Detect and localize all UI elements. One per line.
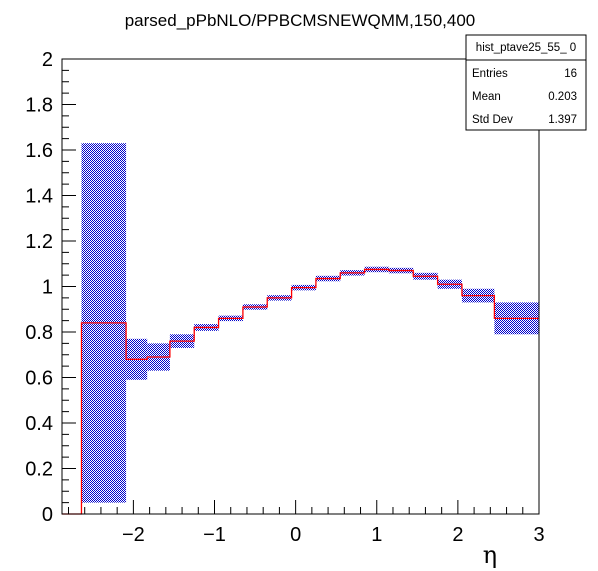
stats-box-frame bbox=[465, 34, 587, 131]
error-bands bbox=[81, 143, 539, 503]
y-tick-label: 1.2 bbox=[25, 231, 53, 253]
stats-entries-label: Entries bbox=[472, 68, 508, 80]
y-axis-tick-labels: 0 0.2 0.4 0.6 0.8 1 1.2 1.4 1.6 1.8 2 bbox=[25, 49, 53, 526]
histogram-line bbox=[62, 268, 539, 515]
chart-title: parsed_pPbNLO/PPBCMSNEWQMM,150,400 bbox=[125, 11, 476, 30]
stats-box: hist_ptave25_55_ 0 Entries 16 Mean 0.203… bbox=[465, 34, 587, 131]
x-tick-label: −2 bbox=[122, 524, 145, 546]
y-tick-label: 1.6 bbox=[25, 140, 53, 162]
y-tick-label: 1 bbox=[42, 277, 53, 299]
x-tick-label: −1 bbox=[203, 524, 226, 546]
stats-mean-label: Mean bbox=[472, 91, 501, 103]
y-tick-label: 0 bbox=[42, 504, 53, 526]
histogram-line-group bbox=[62, 268, 539, 515]
y-tick-label: 1.4 bbox=[25, 186, 53, 208]
stats-box-title: hist_ptave25_55_ 0 bbox=[476, 42, 576, 54]
stats-entries-value: 16 bbox=[564, 68, 577, 80]
y-tick-label: 1.8 bbox=[25, 95, 53, 117]
x-axis-ticks bbox=[67, 500, 540, 514]
y-tick-label: 0.6 bbox=[25, 368, 53, 390]
stats-stddev-label: Std Dev bbox=[472, 114, 513, 126]
x-axis-tick-labels: −2 −1 0 1 2 3 bbox=[122, 524, 545, 546]
y-tick-label: 0.4 bbox=[25, 413, 53, 435]
y-tick-label: 2 bbox=[42, 49, 53, 71]
y-tick-label: 0.8 bbox=[25, 322, 53, 344]
x-axis-title: η bbox=[483, 541, 497, 569]
stats-stddev-value: 1.397 bbox=[548, 114, 577, 126]
x-tick-label: 1 bbox=[371, 524, 382, 546]
stats-mean-value: 0.203 bbox=[548, 91, 577, 103]
x-tick-label: 0 bbox=[290, 524, 301, 546]
y-tick-label: 0.2 bbox=[25, 459, 53, 481]
x-tick-label: 2 bbox=[452, 524, 463, 546]
x-tick-label: 3 bbox=[533, 524, 544, 546]
y-axis-ticks bbox=[62, 58, 76, 515]
